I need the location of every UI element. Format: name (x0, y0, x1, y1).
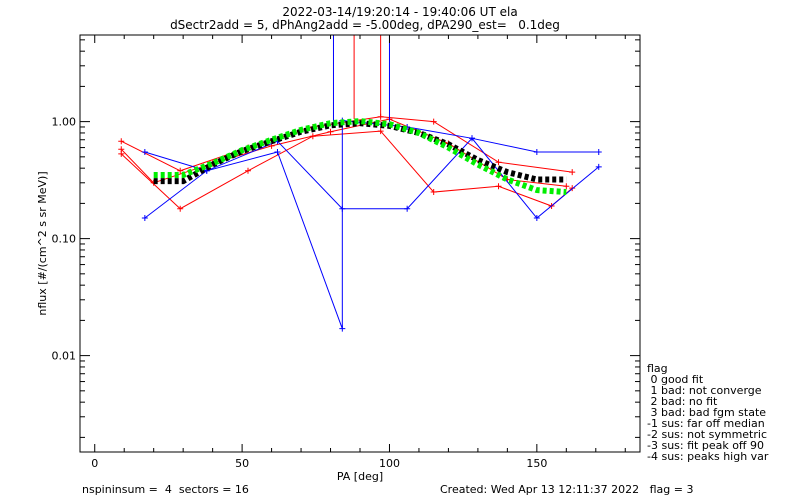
legend-item: 2 bad: no fit (647, 395, 718, 408)
footer-right: Created: Wed Apr 13 12:11:37 2022 flag =… (440, 483, 694, 496)
axes-layer: 0 50 100 150 0.01 0.10 1.00 PA [deg] nflux [#/(c… (36, 35, 640, 483)
y-tick-label: 0.01 (52, 350, 77, 363)
data-point (533, 215, 540, 222)
data-point (245, 167, 251, 174)
series-line (153, 118, 567, 196)
legend-items: 0 good fit 1 bad: not converge 2 bad: no… (647, 374, 768, 462)
data-point (563, 183, 570, 190)
plot-frame (79, 34, 641, 453)
x-tick-label: 150 (526, 457, 547, 470)
series-blue-4 (141, 117, 602, 332)
y-tick-label: 0.10 (52, 233, 77, 246)
data-point (569, 169, 576, 176)
x-tick-label: 100 (379, 457, 400, 470)
series-black-9 (153, 120, 567, 185)
data-point (274, 148, 281, 155)
x-axis-label: PA [deg] (337, 470, 383, 483)
data-point (177, 167, 184, 174)
data-point (118, 138, 125, 145)
data-point (141, 215, 148, 222)
legend-item: -4 sus: peaks high var (647, 450, 769, 463)
data-point (469, 135, 475, 142)
chart-title-line2: dSectr2add = 5, dPhAng2add = -5.00deg, d… (170, 18, 560, 32)
series-red-2 (118, 116, 570, 190)
data-point (595, 163, 602, 170)
legend-item: 0 good fit (647, 373, 704, 386)
data-point (404, 205, 411, 212)
flag-legend: flag 0 good fit 1 bad: not converge 2 ba… (647, 363, 768, 462)
data-point (569, 185, 576, 192)
chart-title-line1: 2022-03-14/19:20:14 - 19:40:06 UT ela (282, 5, 518, 19)
data-point (177, 205, 184, 212)
series-line (153, 120, 567, 185)
footer-left: nspininsum = 4 sectors = 16 (82, 483, 249, 496)
data-point (339, 325, 346, 332)
x-tick-label: 0 (91, 457, 98, 470)
legend-item: -1 sus: far off median (647, 417, 765, 430)
legend-item: 3 bad: bad fgm state (647, 406, 767, 419)
legend-item: 1 bad: not converge (647, 384, 762, 397)
data-point (377, 128, 384, 135)
data-point (595, 148, 602, 155)
data-point (141, 148, 148, 155)
series-green-10 (153, 118, 567, 196)
data-point (495, 183, 502, 190)
legend-title: flag (647, 362, 668, 375)
series-layer (118, 35, 602, 332)
x-tick-label: 50 (235, 457, 249, 470)
y-tick-label: 1.00 (52, 116, 77, 129)
series-line (144, 120, 599, 329)
data-point (533, 148, 540, 155)
data-point (118, 146, 125, 153)
legend-item: -2 sus: not symmetric (647, 428, 767, 441)
y-axis-label: nflux [#/(cm^2 s sr MeV)] (36, 171, 49, 315)
data-point (327, 128, 334, 135)
data-point (430, 189, 437, 196)
data-point (430, 118, 437, 125)
legend-item: -3 sus: fit peak off 90 (647, 439, 764, 452)
data-point (495, 159, 502, 166)
series-line (144, 137, 600, 219)
